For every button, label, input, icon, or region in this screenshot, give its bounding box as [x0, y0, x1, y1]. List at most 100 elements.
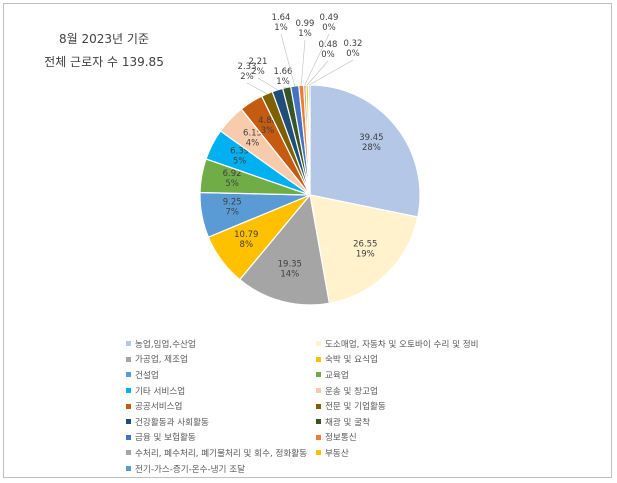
pie-slice-3 [238, 193, 330, 306]
legend-label-13: 금융 및 보험활동 [135, 433, 196, 444]
pie-slice-1 [309, 84, 421, 218]
legend-label-12: 채광 및 굴착 [325, 417, 370, 428]
data-label-percent-10: 2% [240, 72, 254, 82]
data-label-percent-7: 5% [233, 157, 247, 167]
legend-item-3: 가공업, 제조업 [126, 352, 316, 368]
legend-item-13: 금융 및 보험활동 [126, 430, 316, 446]
leader-line-17 [309, 59, 354, 86]
data-label-value-10: 2.33 [238, 62, 257, 72]
data-label-value-2: 26.55 [353, 240, 377, 250]
legend-item-5: 건설업 [126, 367, 316, 383]
legend-item-11: 건강활동과 사회활동 [126, 414, 316, 430]
data-label-value-14: 0.99 [296, 19, 315, 29]
legend-item-6: 교육업 [316, 367, 526, 383]
legend-label-7: 기타 서비스업 [135, 386, 186, 397]
legend-label-9: 공공서비스업 [135, 402, 183, 413]
leader-line-10 [246, 82, 268, 95]
legend-item-10: 전문 및 기업활동 [316, 398, 526, 414]
data-label-value-4: 10.79 [234, 230, 258, 240]
legend-item-16: 부동산 [316, 445, 526, 461]
legend-item-15: 수처리, 폐수처리, 폐기물처리 및 회수, 정화활동 [126, 445, 316, 461]
legend-swatch-16 [316, 450, 321, 456]
data-label-percent-4: 8% [240, 240, 254, 250]
legend-swatch-12 [316, 419, 321, 425]
legend-item-2: 도소매업, 자동차 및 오토바이 수리 및 정비 [316, 336, 526, 352]
data-label-value-9: 4.88 [258, 116, 277, 126]
data-label-value-12: 1.66 [274, 67, 293, 77]
leader-line-15 [304, 33, 330, 86]
data-label-percent-14: 1% [298, 29, 312, 39]
legend-label-5: 건설업 [135, 370, 159, 381]
legend-item-8: 운송 및 창고업 [316, 383, 526, 399]
data-label-percent-1: 28% [362, 143, 381, 153]
data-label-percent-17: 0% [346, 49, 360, 59]
legend-swatch-5 [126, 372, 131, 378]
data-label-value-8: 6.15 [243, 129, 262, 139]
data-label-value-3: 19.35 [278, 260, 302, 270]
data-label-percent-12: 1% [276, 77, 290, 87]
legend-item-14: 정보통신 [316, 430, 526, 446]
legend-swatch-15 [126, 450, 131, 456]
leader-line-14 [300, 39, 306, 86]
chart-title-line-2: 전체 근로자 수 139.85 [44, 55, 164, 69]
legend-label-4: 숙박 및 요식업 [325, 355, 378, 366]
legend-swatch-4 [316, 356, 321, 362]
legend-swatch-8 [316, 388, 321, 394]
legend-swatch-1 [126, 341, 131, 347]
legend-item-12: 채광 및 굴착 [316, 414, 526, 430]
chart-frame: 8월 2023년 기준 전체 근로자 수 139.85 39.45 28% 26.5… [3, 3, 612, 478]
data-label-value-17: 0.32 [344, 39, 363, 49]
pie-slice-2 [309, 194, 419, 304]
data-label-percent-11: 2% [251, 67, 265, 77]
data-label-percent-3: 14% [280, 270, 299, 280]
data-label-percent-8: 4% [246, 139, 260, 149]
legend-item-1: 농업,임업,수산업 [126, 336, 316, 352]
data-label-percent-6: 5% [225, 179, 239, 189]
legend-swatch-2 [316, 341, 321, 347]
legend-item-7: 기타 서비스업 [126, 383, 316, 399]
legend-label-11: 건강활동과 사회활동 [135, 417, 209, 428]
leader-line-11 [257, 77, 278, 91]
data-label-percent-16: 0% [321, 50, 335, 60]
legend-swatch-17 [126, 466, 131, 472]
data-label-value-1: 39.45 [359, 133, 383, 143]
data-label-value-11: 2.21 [249, 57, 268, 67]
data-label-value-16: 0.48 [319, 40, 338, 50]
data-label-value-13: 1.64 [272, 13, 291, 23]
legend-label-17: 전기-가스-증기-온수-냉기 조달 [135, 464, 246, 475]
data-label-value-6: 6.92 [223, 169, 242, 179]
legend-swatch-10 [316, 403, 321, 409]
legend-label-8: 운송 및 창고업 [325, 386, 378, 397]
data-label-percent-13: 1% [274, 23, 288, 33]
legend-swatch-9 [126, 403, 131, 409]
legend-swatch-3 [126, 356, 131, 362]
leader-line-13 [280, 33, 295, 87]
legend-swatch-14 [316, 434, 321, 440]
legend-item-4: 숙박 및 요식업 [316, 352, 526, 368]
leader-line-16 [306, 60, 329, 86]
legend-label-10: 전문 및 기업활동 [325, 402, 386, 413]
legend-label-15: 수처리, 폐수처리, 폐기물처리 및 회수, 정화활동 [135, 448, 308, 459]
leader-line-12 [282, 87, 287, 89]
legend-label-2: 도소매업, 자동차 및 오토바이 수리 및 정비 [325, 339, 479, 350]
legend-label-1: 농업,임업,수산업 [135, 339, 196, 350]
legend-label-6: 교육업 [325, 370, 349, 381]
data-label-percent-15: 0% [322, 23, 336, 33]
legend-swatch-6 [316, 372, 321, 378]
data-label-percent-2: 19% [356, 250, 375, 260]
data-label-value-7: 6.39 [230, 147, 249, 157]
legend-swatch-11 [126, 419, 131, 425]
legend-label-16: 부동산 [325, 448, 349, 459]
legend-item-9: 공공서비스업 [126, 398, 316, 414]
data-label-value-15: 0.49 [320, 13, 339, 23]
legend-swatch-7 [126, 388, 131, 394]
data-label-percent-9: 3% [261, 126, 275, 136]
chart-title-line-1: 8월 2023년 기준 [59, 32, 149, 46]
data-label-percent-5: 7% [225, 208, 239, 218]
legend-item-17: 전기-가스-증기-온수-냉기 조달 [126, 461, 316, 477]
legend-swatch-13 [126, 434, 131, 440]
legend-label-3: 가공업, 제조업 [135, 355, 188, 366]
data-label-value-5: 9.25 [223, 198, 242, 208]
